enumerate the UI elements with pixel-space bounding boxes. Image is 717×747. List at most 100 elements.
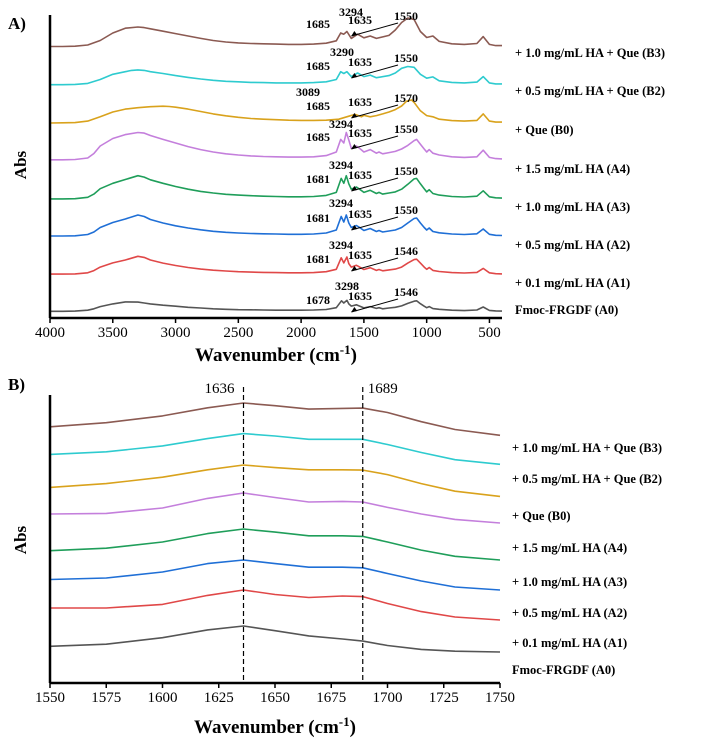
peak-label-amide1: 1685 — [306, 17, 330, 31]
peak-label-sheet: 1635 — [348, 55, 372, 69]
peak-label-oh: 3089 — [296, 85, 320, 99]
series-label-b3: + 1.0 mg/mL HA + Que (B3) — [512, 441, 662, 455]
peak-label-oh: 3290 — [330, 45, 354, 59]
peak-label-oh: 3294 — [329, 158, 353, 172]
series-line-a1 — [50, 255, 503, 275]
series-label-a0: Fmoc-FRGDF (A0) — [515, 303, 618, 317]
panel-b: B) Abs + 1.0 mg/mL HA + Que (B3) + 0.5 mg/m… — [8, 375, 662, 706]
x-tick-label: 2500 — [223, 325, 253, 341]
x-axis-title: Wavenumber (cm-1) — [195, 342, 357, 366]
panel-a: A) Abs + 1.0 mg/mL HA + Que (B3) + 0.5 mg/m… — [8, 5, 665, 341]
series-label-a4: + 1.5 mg/mL HA (A4) — [515, 162, 630, 176]
x-tick-label: 1750 — [485, 690, 515, 706]
peak-label-sheet: 1635 — [348, 126, 372, 140]
peak-label-oh: 3294 — [329, 196, 353, 210]
series-line-a2 — [49, 559, 501, 591]
x-tick-label: 1550 — [35, 690, 65, 706]
peak-label-sheet: 1635 — [348, 289, 372, 303]
series-label-b2: + 0.5 mg/mL HA + Que (B2) — [515, 84, 665, 98]
x-tick-label: 4000 — [35, 325, 65, 341]
series-line-b0 — [49, 464, 501, 498]
series-label-a2: + 0.5 mg/mL HA (A2) — [515, 238, 630, 252]
peak-label-amide1: 1685 — [306, 99, 330, 113]
x-tick-label: 1725 — [429, 690, 459, 706]
series-line-b2 — [50, 65, 502, 86]
y-axis-title: Abs — [11, 525, 30, 554]
peak-label-amide2: 1570 — [394, 91, 418, 105]
peak-arrow-line — [351, 298, 399, 313]
peak-arrow-line — [351, 216, 399, 231]
peak-arrow-head — [351, 186, 358, 191]
marker-label-1689: 1689 — [368, 381, 398, 397]
x-tick-label: 500 — [478, 325, 501, 341]
series-line-b3 — [50, 17, 502, 48]
peak-label-oh: 3294 — [329, 117, 353, 131]
peak-label-amide2: 1550 — [394, 203, 418, 217]
series-label-a2: + 0.5 mg/mL HA (A2) — [512, 606, 627, 620]
series-line-a0 — [50, 299, 503, 313]
series-label-a1: + 0.1 mg/mL HA (A1) — [512, 636, 627, 650]
peak-label-sheet: 1635 — [348, 168, 372, 182]
series-label-a4: + 1.5 mg/mL HA (A4) — [512, 541, 627, 555]
x-tick-label: 1675 — [316, 690, 346, 706]
panel-label: A) — [8, 14, 26, 33]
peak-label-amide2: 1546 — [394, 244, 418, 258]
peak-label-amide2: 1550 — [394, 164, 418, 178]
series-line-a3 — [50, 174, 503, 200]
series-line-b0 — [49, 99, 502, 124]
peak-label-amide1: 1681 — [306, 172, 330, 186]
peak-label-amide1: 1685 — [306, 130, 330, 144]
x-tick-label: 2000 — [286, 325, 316, 341]
peak-label-sheet: 1635 — [348, 207, 372, 221]
peak-label-amide2: 1550 — [394, 122, 418, 136]
peak-label-amide1: 1681 — [306, 211, 330, 225]
series-label-b3: + 1.0 mg/mL HA + Que (B3) — [515, 46, 665, 60]
series-line-a3 — [49, 528, 501, 561]
x-tick-label: 1000 — [412, 325, 442, 341]
peak-arrow-line — [351, 22, 399, 37]
peak-label-sheet: 1635 — [348, 95, 372, 109]
peak-arrow-line — [351, 104, 399, 119]
x-tick-label: 1650 — [260, 690, 290, 706]
series-label-a3: + 1.0 mg/mL HA (A3) — [515, 200, 630, 214]
series-label-b2: + 0.5 mg/mL HA + Que (B2) — [512, 472, 662, 486]
series-label-b0: + Que (B0) — [515, 123, 574, 137]
x-tick-label: 1600 — [148, 690, 178, 706]
x-tick-label: 1700 — [373, 690, 403, 706]
series-line-b2 — [49, 432, 501, 466]
peak-label-amide1: 1681 — [306, 252, 330, 266]
peak-label-oh: 3298 — [335, 279, 359, 293]
series-line-a4 — [49, 492, 501, 524]
peak-arrow-head — [351, 307, 358, 312]
y-axis-title: Abs — [11, 150, 30, 179]
peak-label-sheet: 1635 — [348, 248, 372, 262]
x-tick-label: 1575 — [91, 690, 121, 706]
peak-arrow-line — [351, 177, 399, 192]
peak-label-oh: 3294 — [339, 5, 363, 19]
series-label-a0: Fmoc-FRGDF (A0) — [512, 663, 615, 677]
x-tick-label: 1500 — [349, 325, 379, 341]
peak-label-oh: 3294 — [329, 238, 353, 252]
x-tick-label: 3000 — [161, 325, 191, 341]
series-line-a1 — [50, 589, 501, 621]
x-tick-label: 3500 — [98, 325, 128, 341]
peak-label-amide2: 1550 — [394, 51, 418, 65]
series-line-a0 — [49, 625, 501, 653]
peak-arrow-line — [351, 64, 399, 79]
x-tick-label: 1625 — [204, 690, 234, 706]
peak-arrow-head — [351, 144, 358, 149]
panel-label: B) — [8, 375, 25, 394]
peak-arrow-head — [351, 113, 358, 118]
peak-arrow-line — [351, 257, 399, 272]
x-axis-title: Wavenumber (cm-1) — [194, 714, 356, 738]
series-line-b3 — [49, 402, 501, 437]
peak-arrow-head — [351, 225, 358, 230]
series-label-a1: + 0.1 mg/mL HA (A1) — [515, 276, 630, 290]
series-label-a3: + 1.0 mg/mL HA (A3) — [512, 575, 627, 589]
peak-arrow-line — [351, 135, 399, 150]
peak-arrow-head — [351, 266, 358, 271]
peak-label-amide2: 1550 — [394, 9, 418, 23]
peak-arrow-head — [351, 73, 358, 78]
